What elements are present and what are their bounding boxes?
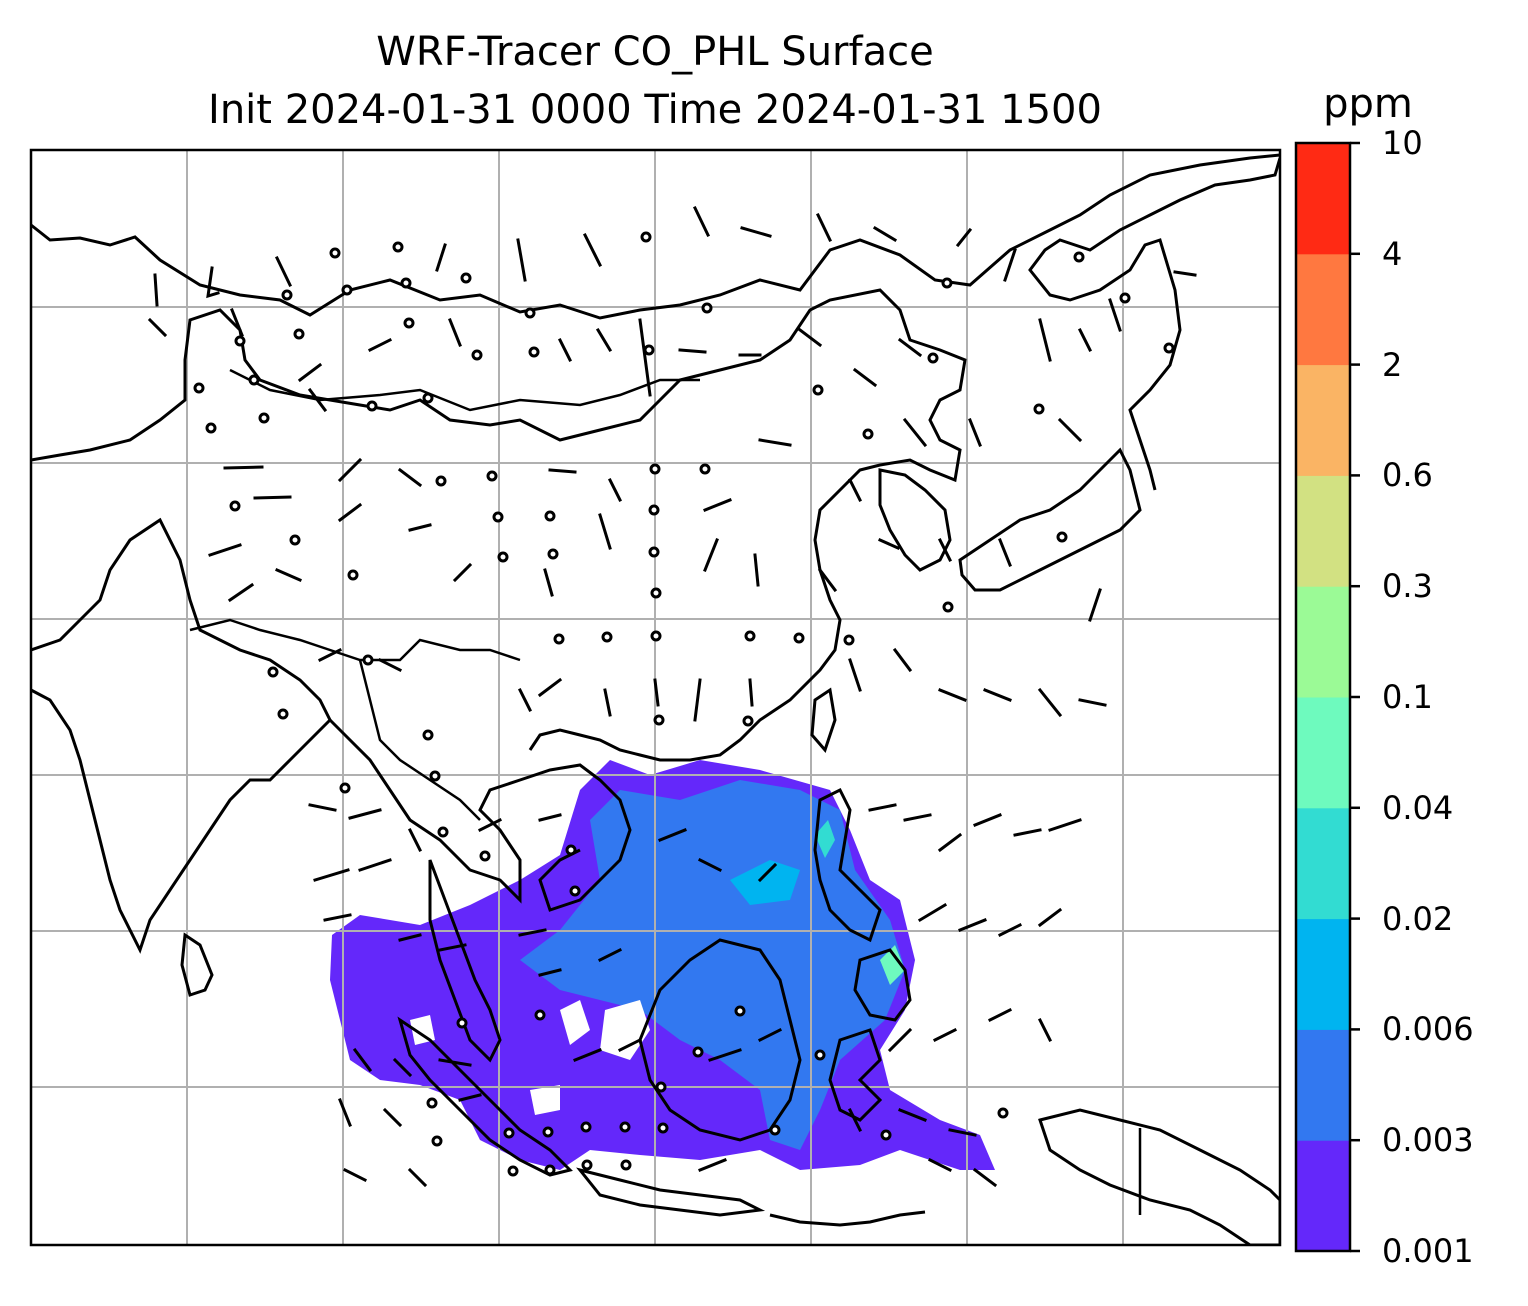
colorbar-segment: [1296, 1140, 1350, 1252]
coast-lesser-sunda: [769, 1210, 926, 1227]
plume-level-third: [730, 860, 800, 905]
coast-india: [31, 517, 332, 954]
colorbar-tick-label: 0.1: [1382, 678, 1433, 716]
colorbar-tick-label: 0.003: [1382, 1121, 1474, 1160]
plume-level-fourth: [815, 820, 835, 858]
colorbar-tick-label: 0.6: [1382, 456, 1433, 495]
colorbar-segment: [1296, 143, 1350, 255]
coast-japan: [958, 447, 1142, 592]
gridlines: [31, 150, 1280, 1245]
colorbar-segment: [1296, 364, 1350, 476]
colorbar-tick-label: 4: [1382, 234, 1403, 273]
colorbar-segment: [1296, 697, 1350, 809]
coast-russia-north: [31, 153, 1280, 320]
plume-gap: [530, 1085, 560, 1115]
coast-russia-east: [1028, 157, 1280, 491]
colorbar-segment: [1296, 1029, 1350, 1141]
coast-korea: [878, 468, 952, 572]
map-frame: [29, 148, 1282, 1247]
coast-philippines-luzon: [813, 787, 882, 943]
colorbar-segment: [1296, 807, 1350, 920]
coast-malay-peninsula: [428, 859, 502, 1063]
coast-sumatra: [397, 1016, 573, 1177]
colorbar-segment: [1296, 918, 1350, 1030]
colorbar-tick-label: 2: [1382, 345, 1403, 384]
plume-gap: [560, 1000, 590, 1045]
colorbar-tick-label: 0.02: [1382, 899, 1454, 938]
map-title-line2: Init 2024-01-31 0000 Time 2024-01-31 150…: [208, 87, 1102, 133]
border-china-south: [189, 618, 521, 662]
coast-indochina: [328, 718, 632, 912]
colorbar: [1294, 141, 1360, 1253]
colorbar-tick-label: 0.04: [1382, 788, 1454, 827]
map-area: [31, 150, 1280, 1245]
colorbar-tick-label: 0.3: [1382, 567, 1433, 606]
plume-level-second: [520, 780, 905, 1150]
colorbar-tick-label: 0.006: [1382, 1010, 1474, 1049]
map-title-line1: WRF-Tracer CO_PHL Surface: [376, 29, 934, 75]
plume-gap: [600, 1000, 650, 1060]
coast-new-guinea: [1038, 1108, 1280, 1245]
colorbar-segment: [1296, 475, 1350, 587]
coast-srilanka: [180, 932, 214, 997]
colorbar-unit-label: ppm: [1323, 81, 1413, 127]
colorbar-tick-label: 0.001: [1382, 1232, 1474, 1270]
colorbar-segment: [1296, 253, 1350, 366]
country-borders: [189, 368, 1142, 1215]
plume-level-fifth: [880, 945, 905, 985]
colorbar-tick-label: 10: [1382, 124, 1423, 162]
calm-wind-markers: [193, 231, 1175, 1177]
tracer-plume: [330, 760, 995, 1170]
coast-taiwan: [810, 687, 837, 753]
coast-philippines-mindanao: [853, 948, 912, 1022]
border-indochina: [358, 659, 481, 821]
wind-barbs: [147, 205, 1197, 1188]
coast-sulawesi: [828, 1028, 883, 1122]
coast-java: [576, 1167, 766, 1217]
colorbar-segment: [1296, 586, 1350, 698]
border-china-mongolia: [229, 368, 700, 412]
